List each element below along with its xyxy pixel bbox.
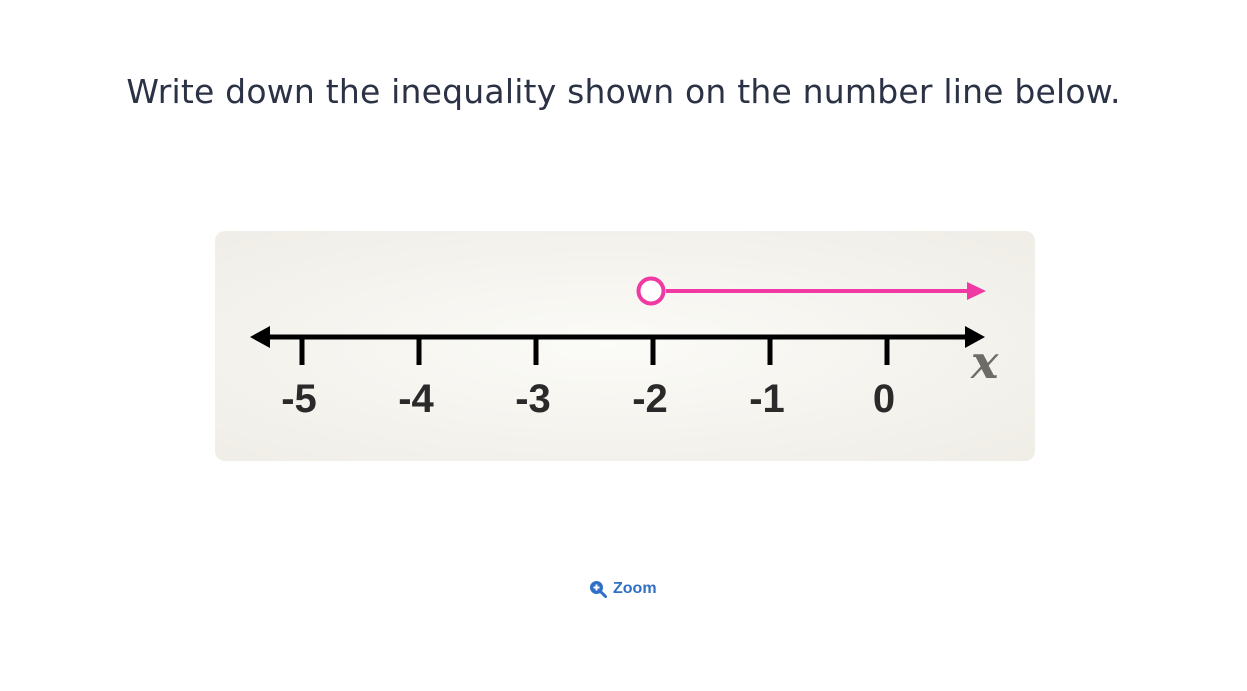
number-line-svg: -5 -4 -3 -2 -1 0 x bbox=[250, 276, 999, 421]
open-circle-endpoint bbox=[636, 276, 666, 306]
axis-right-arrowhead bbox=[965, 326, 985, 348]
zoom-label: Zoom bbox=[613, 580, 657, 597]
zoom-button[interactable]: Zoom bbox=[589, 577, 657, 601]
tick-label: -2 bbox=[632, 377, 668, 421]
variable-label: x bbox=[970, 335, 999, 389]
tick-label: -4 bbox=[398, 377, 434, 421]
tick-label: -3 bbox=[515, 377, 551, 421]
question-text: Write down the inequality shown on the n… bbox=[126, 72, 1121, 111]
tick-label: 0 bbox=[873, 377, 895, 421]
tick-label: -5 bbox=[281, 377, 317, 421]
zoom-in-icon bbox=[590, 581, 607, 598]
axis-left-arrowhead bbox=[250, 326, 270, 348]
tick-label: -1 bbox=[749, 377, 785, 421]
number-line-figure: -5 -4 -3 -2 -1 0 x bbox=[215, 231, 1035, 461]
ray-arrowhead bbox=[967, 282, 986, 300]
